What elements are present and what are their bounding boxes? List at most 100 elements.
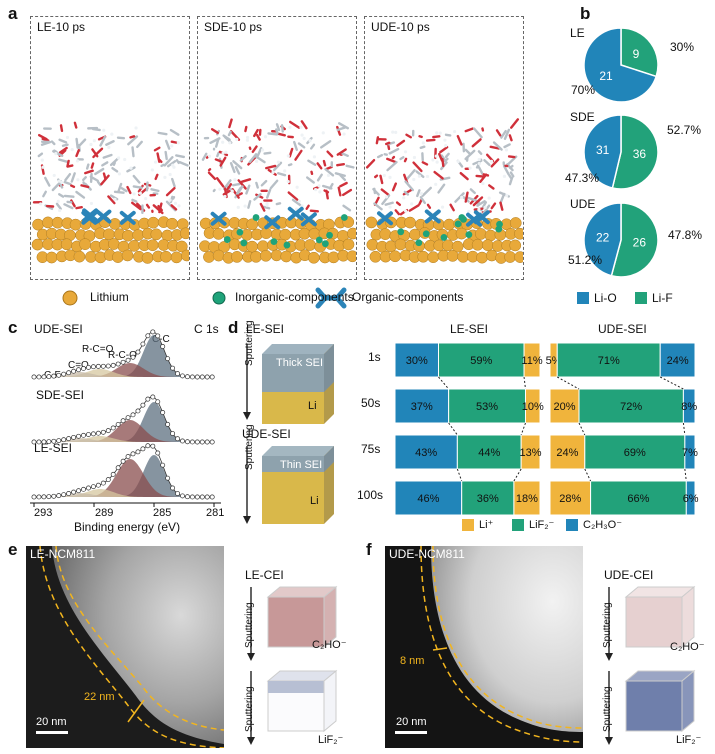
peak-label-rco: R-C-O — [108, 350, 137, 361]
bar-le-sei-1s-orange — [523, 342, 541, 378]
ude-cei-title: UDE-CEI — [604, 568, 654, 582]
pie-le-lif-value: 9 — [633, 47, 640, 61]
bar-label-le-sei-100s-blue: 46% — [417, 493, 439, 505]
pie-sde-pct-lif: 52.7% — [667, 123, 702, 137]
bar-le-sei-100s-orange — [513, 480, 541, 516]
xps-ude-sei-peak-3 — [34, 372, 214, 377]
bar-label-le-sei-50s-blue: 37% — [411, 401, 433, 413]
peak-label-rceo: R-C=O — [82, 344, 114, 355]
legend-lio-swatch — [577, 292, 589, 304]
le-thickness-label: 22 nm — [84, 691, 115, 703]
pie-sde-pct-lio: 47.3% — [565, 171, 600, 185]
ude-cei-top-cube — [624, 585, 696, 649]
legend-lif-swatch — [635, 292, 647, 304]
bar-le-sei-75s-green — [456, 434, 522, 470]
bar-ude-sei-50s-blue — [682, 388, 696, 424]
bar-ude-sei-100s-blue — [685, 480, 696, 516]
bar-label-ude-sei-1s-blue: 24% — [667, 355, 689, 367]
bar-label-le-sei-50s-green: 53% — [476, 401, 498, 413]
pie-le-title: LE — [570, 26, 585, 40]
xps-sde-sei-peak-1 — [34, 420, 214, 442]
le-cei-cubes — [247, 585, 338, 745]
bar-label-le-sei-50s-orange: 10% — [522, 401, 544, 413]
ude-molecules-illustration — [365, 118, 523, 264]
ude-thickness-label: 8 nm — [400, 655, 425, 667]
li-label-top: Li — [308, 400, 317, 412]
legend-lio-label: Li-O — [594, 291, 617, 305]
le-box-title: LE-10 ps — [37, 20, 86, 34]
legend-lif2-label: LiF₂⁻ — [529, 519, 555, 531]
panel-label-a: a — [8, 4, 18, 23]
xps-spectra — [30, 329, 221, 507]
pie-le-lif-slice — [620, 27, 659, 78]
row-label-1s: 1s — [368, 350, 381, 364]
ude-sputtering-bottom: Sputtering — [602, 686, 613, 732]
le-sputtering-bottom: Sputtering — [244, 686, 255, 732]
ude-simulation-box: UDE-10 ps — [364, 16, 524, 280]
thin-sei-label: Thin SEI — [280, 459, 323, 471]
spectrum-sde-label: SDE-SEI — [36, 388, 85, 402]
ude-bottom-ion-label: LiF₂⁻ — [676, 734, 702, 746]
le-simulation-box: LE-10 ps — [30, 16, 190, 280]
legend-c2h3o-swatch — [566, 519, 578, 531]
pie-ude-lio-value: 22 — [596, 231, 610, 245]
pie-ude-lif-slice — [610, 202, 659, 278]
spectrum-le-label: LE-SEI — [34, 441, 73, 455]
legend-inorganic-label: Inorganic-components — [235, 290, 354, 304]
ude-image-label: UDE-NCM811 — [389, 547, 465, 561]
pie-sde-lif-value: 36 — [633, 147, 647, 161]
le-molecules-illustration — [31, 121, 189, 264]
bar-ude-sei-75s-blue — [684, 434, 696, 470]
thick-sei-cube — [262, 344, 334, 424]
legend-li-label: Li⁺ — [479, 519, 494, 531]
bar-label-le-sei-100s-green: 36% — [477, 493, 499, 505]
bar-label-le-sei-1s-orange: 11% — [521, 355, 542, 367]
pie-sde-lio-value: 31 — [596, 143, 610, 157]
ude-box-title: UDE-10 ps — [371, 20, 430, 34]
le-sputtering-top: Sputtering — [244, 602, 255, 648]
xtick-289: 289 — [95, 507, 114, 519]
bar-label-ude-sei-50s-orange: 20% — [553, 401, 575, 413]
pie-le-pct-lio: 70% — [571, 83, 596, 97]
bar-label-le-sei-75s-blue: 43% — [415, 447, 437, 459]
spectrum-ude-label: UDE-SEI — [34, 322, 83, 336]
panel-label-b: b — [580, 4, 591, 23]
sde-simulation-box: SDE-10 ps — [197, 16, 357, 280]
le-top-ion-label: C₂HO⁻ — [312, 639, 347, 651]
xps-ude-sei-peak-1 — [34, 363, 214, 377]
pie-sde-lio-slice — [583, 114, 622, 189]
row-label-75s: 75s — [361, 442, 381, 456]
pie-sde-lif-slice — [611, 114, 659, 190]
legend-c2h3o-label: C₂H₃O⁻ — [583, 519, 622, 531]
panel-label-e: e — [8, 540, 18, 559]
row-label-100s: 100s — [357, 488, 384, 502]
legend-lif-label: Li-F — [652, 291, 673, 305]
bar-label-ude-sei-50s-blue: 8% — [681, 401, 697, 413]
pie-ude-title: UDE — [570, 197, 596, 211]
pie-sde-title: SDE — [570, 110, 595, 124]
le-cei-bottom-cube — [266, 669, 338, 733]
le-image-label: LE-NCM811 — [30, 547, 96, 561]
composition-bars: 30% 59% 11%37% 53% 10%43% 44% 13%46% 36% 18%5% 71… — [395, 342, 699, 516]
pie-ude-pct-lif: 47.8% — [668, 228, 703, 242]
bar-label-le-sei-1s-green: 59% — [470, 355, 492, 367]
bar-label-le-sei-100s-orange: 18% — [516, 493, 538, 505]
sde-molecules-illustration — [199, 118, 356, 264]
xtick-281: 281 — [206, 507, 225, 519]
x-axis-label: Binding energy (eV) — [74, 520, 181, 534]
ude-cei-cubes — [605, 585, 696, 745]
bar-le-sei-50s-green — [448, 388, 526, 424]
legend-lif2-swatch — [512, 519, 524, 531]
bar-label-ude-sei-1s-green: 71% — [598, 355, 620, 367]
lithium-legend-icon — [62, 290, 78, 306]
cube-ude-title: UDE-SEI — [242, 427, 291, 441]
bar-label-ude-sei-100s-green: 66% — [627, 493, 649, 505]
panel-label-d: d — [228, 318, 239, 337]
bar-label-le-sei-1s-blue: 30% — [406, 355, 428, 367]
pie-charts: 9 21 36 31 26 22 — [583, 27, 659, 278]
ude-ncm811-tem-image — [385, 546, 583, 748]
sei-cubes-illustration — [243, 344, 334, 524]
bar-le-sei-75s-orange — [520, 434, 541, 470]
thick-sei-label: Thick SEI — [276, 357, 324, 369]
legend-organic-label: Organic-components — [352, 290, 464, 304]
